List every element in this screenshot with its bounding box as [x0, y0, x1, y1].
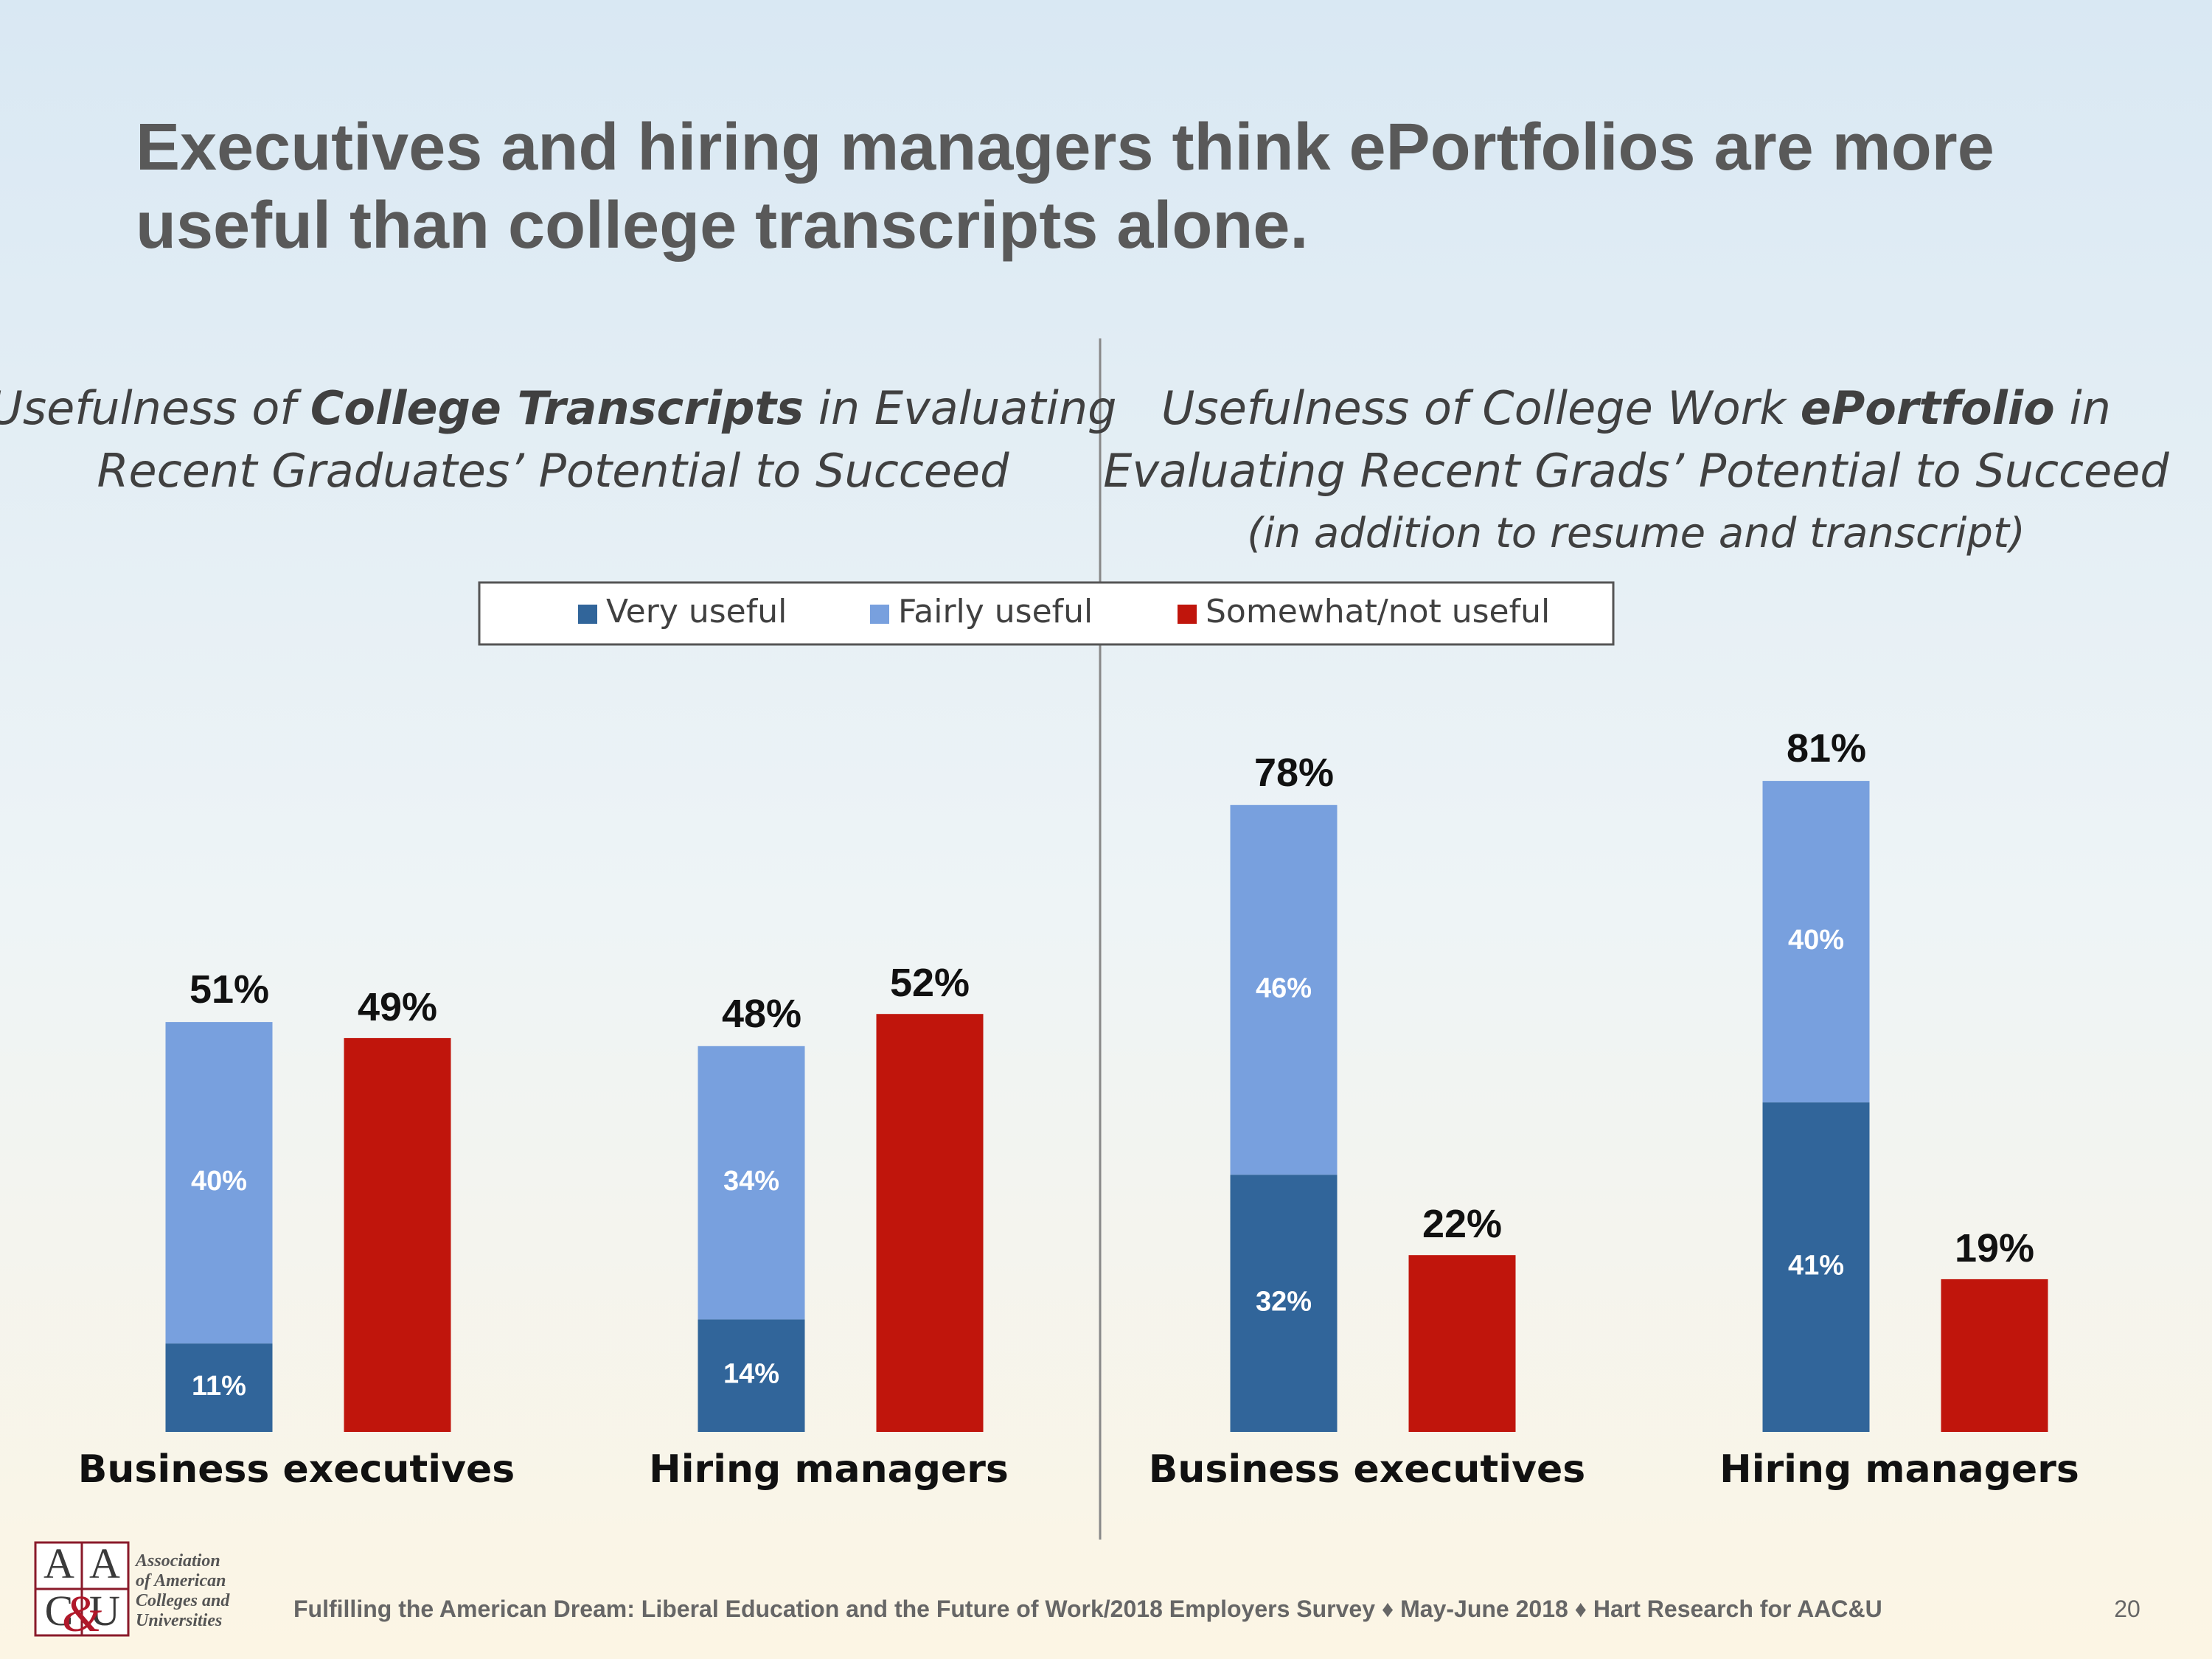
subtitle-part: Usefulness of College Work: [1161, 381, 1801, 435]
logo-letter: C: [45, 1587, 74, 1635]
total-label: 51%: [189, 967, 269, 1012]
chart-subtitle: Evaluating Recent Grads’ Potential to Su…: [1103, 444, 2169, 498]
subtitle-part: ePortfolio: [1801, 381, 2055, 435]
legend-swatch: [1178, 605, 1197, 624]
segment-label: 32%: [1256, 1287, 1312, 1318]
segment-label: 14%: [723, 1359, 779, 1390]
logo-name: Association: [134, 1551, 220, 1571]
page-number: 20: [2114, 1596, 2140, 1622]
chart-subtitle: Usefulness of College Work ePortfolio in: [1161, 381, 2111, 435]
segment-label: 11%: [192, 1371, 246, 1402]
logo-name: of American: [136, 1571, 226, 1590]
bar: [344, 1037, 451, 1432]
logo-ampersand: &: [62, 1586, 102, 1643]
bar-segment: [698, 1046, 805, 1320]
logo-letter: A: [44, 1540, 74, 1587]
logo-name: Colleges and: [136, 1591, 230, 1610]
total-label: 48%: [722, 992, 801, 1036]
bar-segment: [1230, 1175, 1338, 1432]
total-label: 78%: [1254, 751, 1334, 795]
segment-label: 40%: [1788, 925, 1844, 956]
bar: [1941, 1279, 2048, 1432]
bar-segment: [165, 1343, 273, 1432]
segment-label: 40%: [191, 1166, 247, 1197]
logo-letter: U: [89, 1587, 120, 1635]
logo-letter: A: [89, 1540, 120, 1587]
bar: [876, 1014, 984, 1432]
value-label: 52%: [890, 961, 970, 1005]
legend-box: [478, 581, 1615, 646]
chart-subtitle: Usefulness of College Transcripts in Eva…: [0, 381, 1117, 435]
chart-subtitle: Recent Graduates’ Potential to Succeed: [97, 444, 1009, 498]
footer: Fulfilling the American Dream: Liberal E…: [293, 1596, 1882, 1622]
logo-name: Universities: [136, 1611, 222, 1630]
bar-segment: [1230, 804, 1338, 1175]
value-label: 49%: [358, 985, 437, 1029]
segment-label: 41%: [1788, 1251, 1844, 1281]
total-label: 81%: [1787, 726, 1866, 771]
category-label: Business executives: [1149, 1447, 1585, 1492]
segment-label: 34%: [723, 1166, 779, 1197]
bar-segment: [1762, 1102, 1870, 1432]
bar-segment: [1762, 781, 1870, 1103]
legend-label: Very useful: [606, 593, 787, 630]
category-label: Hiring managers: [1719, 1447, 2079, 1492]
subtitle-part: in Evaluating: [804, 381, 1117, 435]
category-label: Business executives: [78, 1447, 515, 1492]
slide-title: Executives and hiring managers think ePo…: [136, 111, 1994, 184]
subtitle-part: in: [2055, 381, 2111, 435]
value-label: 19%: [1955, 1226, 2034, 1270]
legend-swatch: [578, 605, 597, 624]
segment-label: 46%: [1256, 973, 1312, 1004]
bar-segment: [165, 1022, 273, 1344]
chart-note: (in addition to resume and transcript): [1247, 509, 2025, 557]
legend-swatch: [870, 605, 889, 624]
subtitle-part: Usefulness of: [0, 381, 310, 435]
subtitle-part: College Transcripts: [310, 381, 804, 435]
bar-segment: [698, 1319, 805, 1432]
category-label: Hiring managers: [649, 1447, 1009, 1492]
bar: [1408, 1255, 1516, 1432]
slide-title: useful than college transcripts alone.: [136, 189, 1308, 262]
legend-label: Fairly useful: [898, 593, 1093, 630]
value-label: 22%: [1422, 1202, 1502, 1246]
legend-label: Somewhat/not useful: [1206, 593, 1550, 630]
